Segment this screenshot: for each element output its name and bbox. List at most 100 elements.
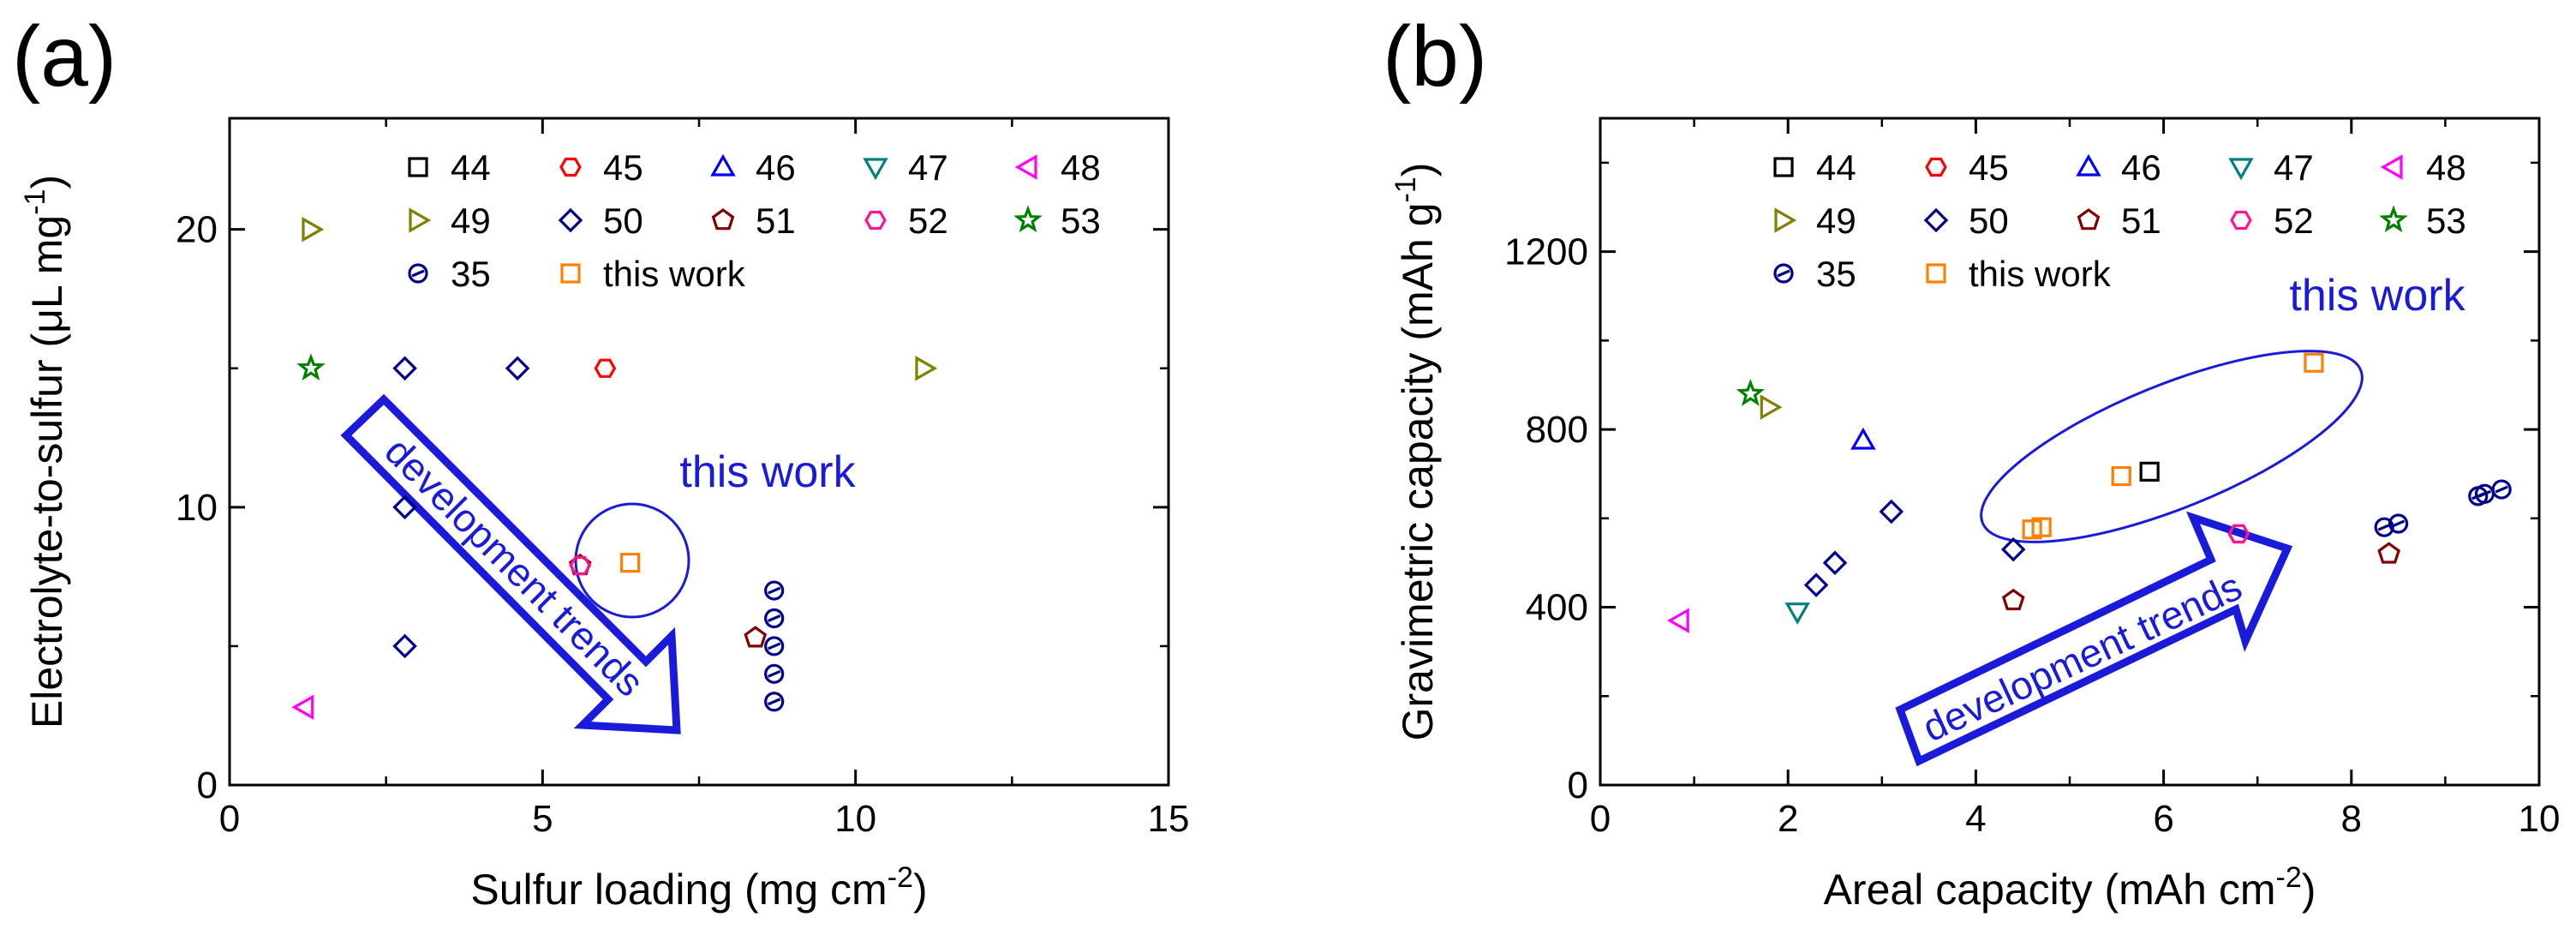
- a-legend-marker-35-slash: [411, 269, 425, 278]
- a-point-series-35-ring: [764, 608, 785, 629]
- a-point-series-35: [764, 663, 785, 684]
- b-legend-marker-44: [1773, 157, 1794, 177]
- a-point-series-50: [505, 356, 530, 381]
- a-point-series-35-ring: [764, 580, 785, 601]
- panel-a-data-points: [291, 216, 938, 720]
- a-point-series-35: [764, 580, 785, 601]
- b-legend-marker-52: [2230, 210, 2252, 231]
- a-legend-label: this work: [603, 254, 746, 294]
- a-legend-marker-35-ring: [408, 263, 428, 284]
- panel-a-chart: (a) 0 5 10 15 0 10 20 Sulfur loading (mg cm-2)…: [12, 9, 1189, 914]
- a-legend-label: 45: [603, 147, 643, 188]
- b-legend-label: 45: [1969, 147, 2009, 188]
- b-point-series-35-slash: [2377, 523, 2391, 531]
- a-x-tick-label: 0: [219, 798, 240, 840]
- a-point-series-35-slash: [768, 586, 781, 595]
- b-point-series-50: [1822, 550, 1848, 575]
- a-legend-marker-50: [558, 207, 583, 233]
- b-point-series-35-slash: [2477, 489, 2492, 498]
- b-point-series-35-ring: [2491, 479, 2512, 500]
- b-legend-label: 53: [2426, 201, 2466, 241]
- b-point-series-this-work: [2111, 465, 2131, 487]
- b-point-series-51: [2377, 542, 2400, 564]
- panel-b-y-axis-title: Gravimetric capacity (mAh g-1): [1390, 163, 1442, 741]
- a-point-series-52: [569, 555, 592, 576]
- panel-b-ticks: [1599, 118, 2541, 787]
- b-legend-label: this work: [1969, 254, 2112, 294]
- b-point-series-51: [2001, 588, 2025, 611]
- b-point-series-49: [1760, 394, 1783, 420]
- a-legend-marker-51: [711, 208, 735, 231]
- panel-b-tick-labels: 0 2 4 6 8 10 0 400 800 1200: [1504, 231, 2560, 840]
- b-point-series-this-work: [2304, 352, 2324, 373]
- a-legend-marker-45: [559, 157, 582, 177]
- b-y-tick-label: 800: [1526, 409, 1588, 451]
- b-x-tick-label: 8: [2341, 798, 2362, 840]
- a-legend-label: 51: [756, 201, 796, 241]
- panel-a-legend: 44 45 46 47 48 49 50 51 52 53 35 this work: [408, 147, 1101, 294]
- b-point-series-48: [1666, 608, 1689, 633]
- b-legend-label: 48: [2426, 147, 2466, 188]
- panel-a-tick-labels: 0 5 10 15 0 10 20: [176, 209, 1189, 840]
- b-legend-marker-35-slash: [1777, 269, 1790, 278]
- b-point-series-44: [2139, 461, 2160, 482]
- a-legend-label: 53: [1061, 201, 1101, 241]
- a-point-series-49: [915, 356, 938, 381]
- a-point-series-53: [296, 353, 326, 381]
- a-legend-marker-35: [408, 263, 428, 284]
- panel-a-trend-label: development trends: [376, 429, 652, 704]
- a-point-series-50: [392, 494, 417, 520]
- b-legend-label: 44: [1816, 147, 1856, 188]
- b-point-series-35-slash: [2495, 485, 2508, 494]
- b-legend-marker-this-work: [1926, 263, 1946, 284]
- a-y-tick-label: 20: [176, 209, 218, 251]
- a-legend-marker-47: [863, 158, 888, 181]
- b-x-tick-label: 6: [2153, 798, 2173, 840]
- b-y-tick-label: 0: [1568, 764, 1588, 806]
- a-point-series-35-ring: [764, 636, 785, 656]
- b-legend-marker-51: [2077, 208, 2101, 231]
- panel-a-trend-arrow-shape: [340, 393, 681, 734]
- b-point-series-47: [1784, 602, 1810, 625]
- b-point-series-35: [2491, 479, 2512, 500]
- b-point-series-46: [1850, 427, 1876, 450]
- panel-a-this-work-annotation: this work: [679, 447, 856, 497]
- a-y-tick-label: 10: [176, 487, 218, 529]
- b-legend-marker-47: [2228, 158, 2254, 181]
- b-x-tick-label: 0: [1590, 798, 1611, 840]
- panel-b-trend-label: development trends: [1916, 564, 2248, 751]
- a-point-series-this-work: [620, 553, 641, 573]
- b-legend-marker-45: [1925, 157, 1947, 177]
- panel-b-this-work-ellipse: [1980, 350, 2364, 543]
- b-point-series-50: [1803, 572, 1829, 597]
- a-point-series-35: [764, 608, 785, 629]
- a-legend-label: 49: [451, 201, 491, 241]
- a-legend-marker-this-work: [560, 263, 581, 284]
- b-legend-label: 49: [1816, 201, 1856, 241]
- a-point-series-48: [291, 694, 314, 720]
- b-point-series-53: [1736, 379, 1765, 406]
- a-point-series-51: [744, 626, 768, 648]
- b-legend-marker-35: [1773, 263, 1794, 284]
- a-legend-marker-49: [409, 207, 432, 233]
- panel-b-legend: 44 45 46 47 48 49 50 51 52 53 35 this work: [1773, 147, 2466, 294]
- a-point-series-50: [392, 356, 417, 381]
- b-y-tick-label: 1200: [1504, 231, 1588, 273]
- b-x-tick-label: 2: [1778, 798, 1798, 840]
- b-legend-marker-50: [1923, 207, 1949, 233]
- b-legend-marker-46: [2076, 153, 2101, 177]
- b-x-tick-label: 4: [1965, 798, 1986, 840]
- a-legend-label: 47: [908, 147, 948, 188]
- panel-b-label: (b): [1383, 9, 1487, 105]
- a-legend-marker-44: [408, 157, 428, 177]
- b-point-series-50: [2000, 536, 2026, 562]
- b-point-series-52: [2227, 524, 2250, 544]
- a-legend-marker-53: [1013, 205, 1043, 233]
- panel-a-trend-arrow: development trends: [340, 393, 681, 734]
- panel-a-label: (a): [12, 9, 117, 105]
- a-legend-marker-46: [710, 153, 736, 177]
- a-legend-label: 35: [451, 254, 491, 294]
- b-point-series-35: [2388, 513, 2409, 534]
- b-point-series-this-work: [2031, 517, 2052, 537]
- a-point-series-35: [764, 692, 785, 712]
